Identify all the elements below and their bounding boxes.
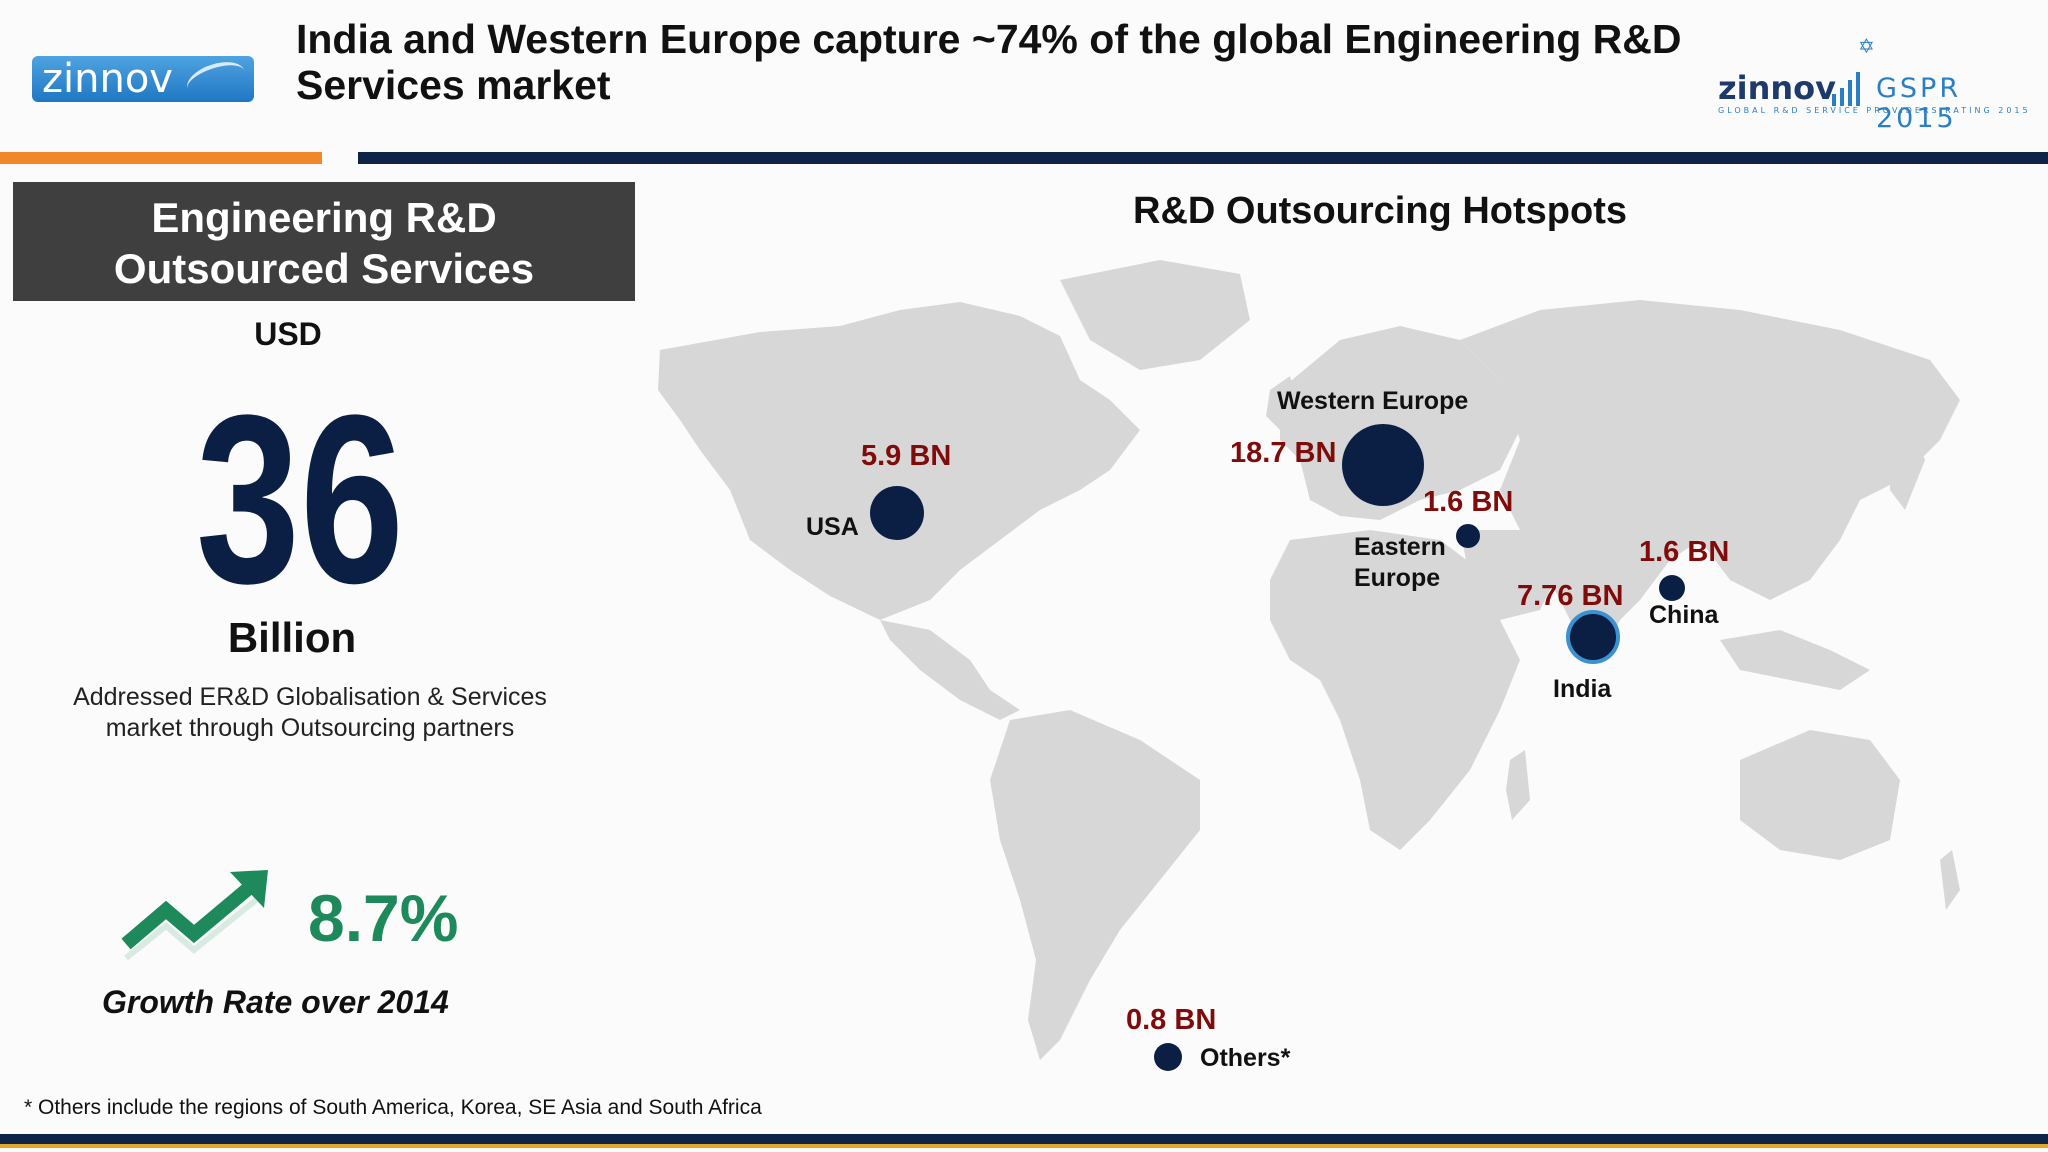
header-divider-navy	[358, 152, 2048, 164]
services-title-box: Engineering R&D Outsourced Services	[13, 182, 635, 301]
india-value: 7.76 BN	[1517, 580, 1624, 612]
logo-swoosh-icon	[182, 55, 250, 105]
services-title-line1: Engineering R&D	[151, 194, 497, 241]
growth-arrow-icon	[121, 870, 268, 961]
growth-rate-value: 8.7%	[308, 881, 459, 955]
header-divider-orange	[0, 152, 322, 164]
india-label: India	[1553, 675, 1612, 703]
others-value: 0.8 BN	[1126, 1004, 1217, 1036]
others-bubble	[1154, 1043, 1182, 1071]
china-bubble	[1659, 575, 1685, 601]
star-icon: ✡	[1858, 36, 1875, 58]
footer-bar-navy	[0, 1134, 2048, 1144]
usa-bubble	[870, 486, 924, 540]
market-description-line2: market through Outsourcing partners	[105, 714, 515, 742]
western-europe-bubble	[1342, 424, 1424, 506]
footnote: * Others include the regions of South Am…	[24, 1096, 762, 1119]
eastern-europe-label: Eastern Europe	[1354, 532, 1446, 594]
eastern-europe-value: 1.6 BN	[1423, 486, 1514, 518]
footer-bar-gold	[0, 1144, 2048, 1148]
usa-value: 5.9 BN	[861, 440, 952, 472]
bar-graph-icon	[1832, 70, 1872, 106]
china-value: 1.6 BN	[1639, 536, 1730, 568]
amount-unit: Billion	[227, 614, 357, 661]
map-title: R&D Outsourcing Hotspots	[1133, 190, 1627, 232]
slide-headline: India and Western Europe capture ~74% of…	[296, 16, 1682, 108]
eastern-europe-label-line1: Eastern	[1354, 533, 1446, 561]
others-label: Others*	[1200, 1044, 1291, 1072]
gspr-logo-subtitle: GLOBAL R&D SERVICE PROVIDERS RATING 2015	[1718, 106, 2031, 115]
services-title-line2: Outsourced Services	[113, 245, 535, 292]
eastern-europe-label-line2: Europe	[1354, 564, 1441, 592]
india-bubble	[1566, 610, 1620, 664]
growth-rate-label: Growth Rate over 2014	[102, 984, 449, 1020]
western-europe-label: Western Europe	[1277, 387, 1469, 415]
gspr-logo-brand: zinnov	[1718, 69, 1836, 107]
world-map-land	[658, 260, 1960, 1060]
market-size-value: 36	[196, 370, 404, 610]
currency-label: USD	[254, 316, 322, 352]
china-label: China	[1649, 601, 1719, 629]
market-description-line1: Addressed ER&D Globalisation & Services	[73, 683, 547, 711]
western-europe-value: 18.7 BN	[1230, 437, 1337, 469]
usa-label: USA	[806, 513, 859, 541]
zinnov-logo-text: zinnov	[42, 56, 173, 102]
world-map: 5.9 BN USA 18.7 BN Western Europe 1.6 BN…	[640, 240, 2040, 1080]
gspr-logo-title: GSPR 2015	[1876, 73, 1962, 134]
eastern-europe-bubble	[1456, 524, 1480, 548]
market-description: Addressed ER&D Globalisation & Services …	[40, 682, 580, 744]
gspr-logo: ✡ zinnov GSPR 2015 GLOBAL R&D SERVICE PR…	[1718, 34, 2038, 134]
market-size-figure: 36	[196, 370, 404, 610]
zinnov-logo: zinnov	[32, 55, 254, 105]
